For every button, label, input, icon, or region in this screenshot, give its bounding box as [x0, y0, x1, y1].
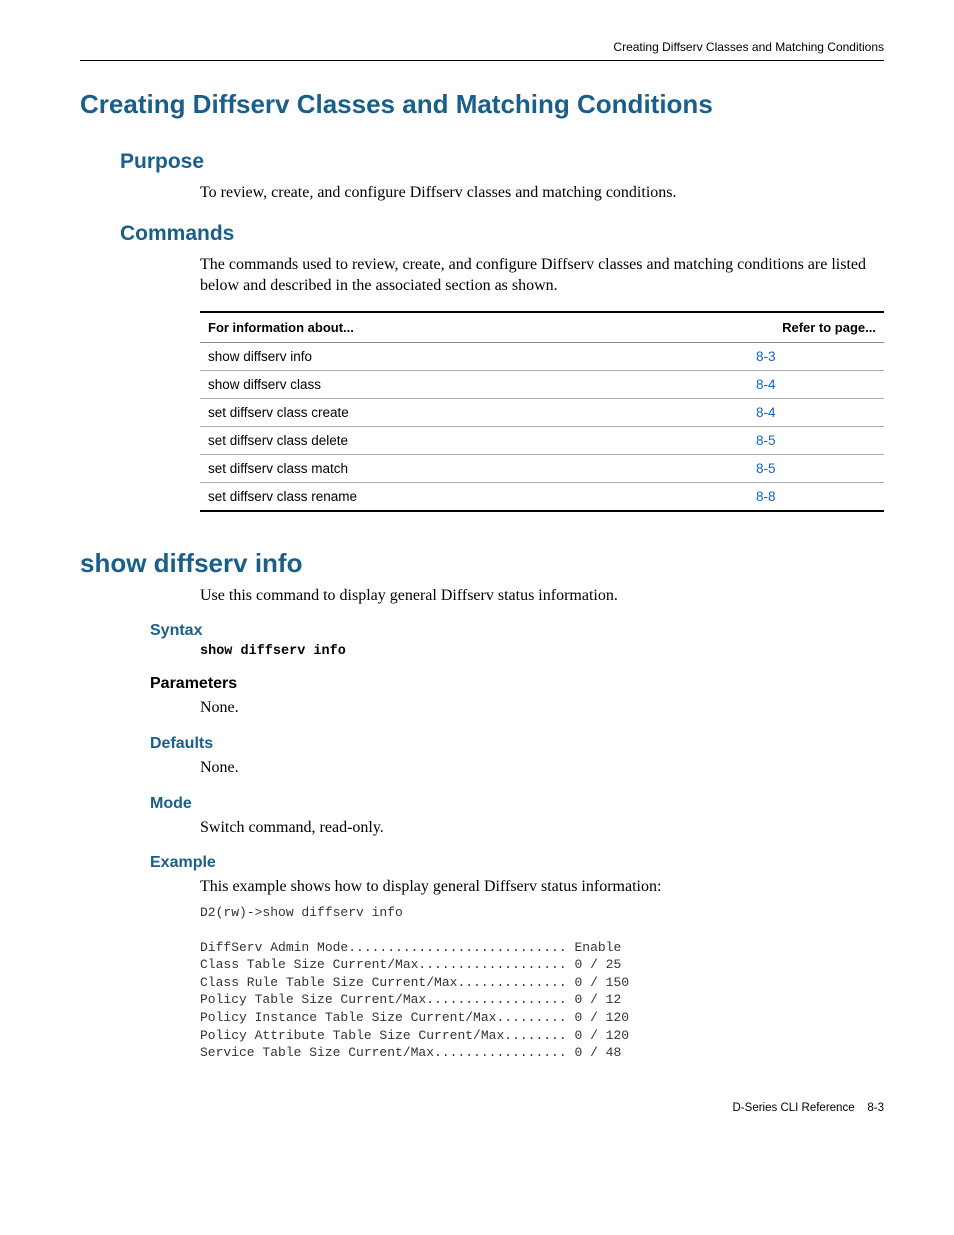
mode-text: Switch command, read-only. — [200, 817, 884, 839]
parameters-text: None. — [200, 697, 884, 719]
page-footer: D-Series CLI Reference 8-3 — [80, 1102, 884, 1114]
table-row: set diffserv class create 8-4 — [200, 398, 884, 426]
example-heading: Example — [150, 854, 884, 872]
footer-doc: D-Series CLI Reference — [733, 1102, 855, 1114]
parameters-heading: Parameters — [150, 675, 884, 693]
page-title: Creating Diffserv Classes and Matching C… — [80, 89, 884, 120]
command-name-heading: show diffserv info — [80, 548, 884, 579]
page-container: Creating Diffserv Classes and Matching C… — [0, 0, 954, 1164]
table-cell-command: set diffserv class delete — [200, 426, 716, 454]
page-ref-link[interactable]: 8-8 — [756, 489, 776, 504]
table-row: show diffserv info 8-3 — [200, 342, 884, 370]
syntax-code: show diffserv info — [200, 644, 884, 659]
example-intro: This example shows how to display genera… — [200, 876, 884, 898]
defaults-heading: Defaults — [150, 735, 884, 753]
table-cell-page: 8-4 — [716, 398, 884, 426]
commands-intro: The commands used to review, create, and… — [200, 254, 884, 297]
purpose-heading: Purpose — [120, 150, 884, 174]
page-ref-link[interactable]: 8-4 — [756, 377, 776, 392]
page-ref-link[interactable]: 8-3 — [756, 349, 776, 364]
table-cell-command: set diffserv class rename — [200, 482, 716, 511]
table-cell-command: show diffserv class — [200, 370, 716, 398]
table-cell-command: show diffserv info — [200, 342, 716, 370]
table-cell-page: 8-4 — [716, 370, 884, 398]
page-ref-link[interactable]: 8-4 — [756, 405, 776, 420]
commands-table: For information about... Refer to page..… — [200, 311, 884, 512]
page-ref-link[interactable]: 8-5 — [756, 461, 776, 476]
purpose-text: To review, create, and configure Diffser… — [200, 182, 884, 204]
table-row: show diffserv class 8-4 — [200, 370, 884, 398]
table-cell-command: set diffserv class create — [200, 398, 716, 426]
defaults-text: None. — [200, 757, 884, 779]
table-row: set diffserv class rename 8-8 — [200, 482, 884, 511]
example-output: D2(rw)->show diffserv info DiffServ Admi… — [200, 904, 884, 1062]
table-cell-page: 8-5 — [716, 426, 884, 454]
mode-heading: Mode — [150, 795, 884, 813]
table-cell-page: 8-8 — [716, 482, 884, 511]
commands-heading: Commands — [120, 222, 884, 246]
table-row: set diffserv class match 8-5 — [200, 454, 884, 482]
footer-page: 8-3 — [867, 1102, 884, 1114]
table-header-info: For information about... — [200, 312, 716, 343]
running-head: Creating Diffserv Classes and Matching C… — [80, 40, 884, 61]
command-desc: Use this command to display general Diff… — [200, 585, 884, 607]
table-cell-command: set diffserv class match — [200, 454, 716, 482]
page-ref-link[interactable]: 8-5 — [756, 433, 776, 448]
syntax-heading: Syntax — [150, 622, 884, 640]
table-cell-page: 8-5 — [716, 454, 884, 482]
table-row: set diffserv class delete 8-5 — [200, 426, 884, 454]
table-header-page: Refer to page... — [716, 312, 884, 343]
table-cell-page: 8-3 — [716, 342, 884, 370]
